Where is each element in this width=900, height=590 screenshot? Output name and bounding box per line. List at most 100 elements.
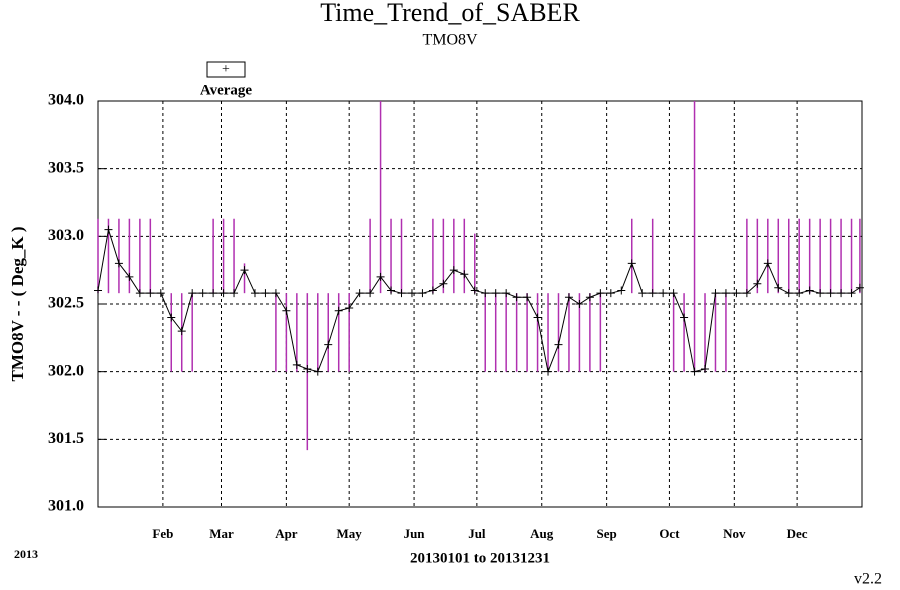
y-tick-label: 303.0 xyxy=(48,227,84,244)
point-marker xyxy=(460,270,469,279)
point-marker xyxy=(240,266,249,275)
point-marker xyxy=(198,289,207,298)
point-marker xyxy=(585,293,594,302)
point-marker xyxy=(544,367,553,376)
point-marker xyxy=(711,289,720,298)
year-label: 2013 xyxy=(14,547,38,561)
y-tick-label: 303.5 xyxy=(48,159,84,176)
point-marker xyxy=(313,367,322,376)
point-marker xyxy=(188,289,197,298)
x-tick-label: Nov xyxy=(723,526,746,541)
y-tick-label: 302.5 xyxy=(48,295,84,312)
point-marker xyxy=(303,364,312,373)
point-marker xyxy=(418,289,427,298)
point-marker xyxy=(177,327,186,336)
x-tick-label: Mar xyxy=(209,526,234,541)
point-marker xyxy=(481,289,490,298)
x-tick-label: Jul xyxy=(468,526,486,541)
point-marker xyxy=(491,289,500,298)
point-marker xyxy=(125,272,134,281)
point-marker xyxy=(533,313,542,322)
legend-box xyxy=(206,61,246,78)
point-marker xyxy=(606,289,615,298)
point-marker xyxy=(805,286,814,295)
point-marker xyxy=(104,225,113,234)
point-marker xyxy=(523,293,532,302)
legend-marker: + xyxy=(222,62,230,77)
point-marker xyxy=(209,289,218,298)
point-marker xyxy=(345,304,354,313)
point-marker xyxy=(502,289,511,298)
point-marker xyxy=(564,293,573,302)
point-marker xyxy=(146,289,155,298)
x-tick-label: Oct xyxy=(659,526,680,541)
point-marker xyxy=(837,289,846,298)
point-marker xyxy=(659,289,668,298)
x-tick-label: Sep xyxy=(597,526,617,541)
point-marker xyxy=(680,313,689,322)
point-marker xyxy=(219,289,228,298)
point-marker xyxy=(575,300,584,308)
point-marker xyxy=(230,289,239,298)
point-marker xyxy=(855,283,864,292)
point-marker xyxy=(669,289,678,298)
point-marker xyxy=(324,340,333,349)
point-marker xyxy=(795,289,804,298)
point-marker xyxy=(701,364,710,373)
point-marker xyxy=(156,289,165,298)
point-marker xyxy=(627,259,636,268)
y-tick-label: 304.0 xyxy=(48,92,84,109)
legend-label: Average xyxy=(200,82,253,98)
chart-subtitle: TMO8V xyxy=(422,32,478,49)
point-marker xyxy=(114,259,123,268)
point-marker xyxy=(250,289,259,298)
x-tick-label: Apr xyxy=(275,526,298,541)
point-marker xyxy=(282,306,291,315)
point-marker xyxy=(439,279,448,288)
point-marker xyxy=(334,306,343,315)
point-marker xyxy=(617,286,626,295)
x-tick-label: Jun xyxy=(404,526,426,541)
y-tick-label: 301.5 xyxy=(48,430,84,447)
point-marker xyxy=(428,286,437,295)
point-marker xyxy=(742,289,751,298)
point-marker xyxy=(774,283,783,292)
point-marker xyxy=(470,286,479,295)
point-marker xyxy=(167,313,176,322)
point-marker xyxy=(407,289,416,298)
point-marker xyxy=(271,289,280,298)
point-marker xyxy=(596,289,605,298)
point-marker xyxy=(94,286,102,295)
point-marker xyxy=(292,360,301,369)
point-marker xyxy=(690,367,699,376)
point-marker xyxy=(753,279,762,288)
point-marker xyxy=(554,340,563,349)
point-marker xyxy=(376,272,385,281)
point-marker xyxy=(847,289,856,298)
chart-title: Time_Trend_of_SABER xyxy=(320,0,580,27)
point-marker xyxy=(638,289,647,298)
point-marker xyxy=(784,289,793,298)
series-line xyxy=(97,229,861,374)
point-marker xyxy=(261,289,270,298)
point-marker xyxy=(732,289,741,298)
point-marker xyxy=(826,289,835,298)
point-marker xyxy=(449,266,458,275)
x-tick-label: Dec xyxy=(787,526,808,541)
y-tick-label: 301.0 xyxy=(48,498,84,515)
point-marker xyxy=(512,293,521,302)
x-tick-label: May xyxy=(337,526,363,541)
version-label: v2.2 xyxy=(854,571,882,588)
y-tick-label: 302.0 xyxy=(48,362,84,379)
point-marker xyxy=(366,289,375,298)
x-tick-label: Feb xyxy=(152,526,173,541)
y-axis-label: TMO8V - - ( Deg_K ) xyxy=(8,226,27,381)
point-marker xyxy=(397,289,406,298)
x-axis-label: 20130101 to 20131231 xyxy=(410,550,550,566)
point-marker xyxy=(648,289,657,298)
point-marker xyxy=(816,289,825,298)
point-marker xyxy=(135,289,144,298)
point-marker xyxy=(355,289,364,298)
x-tick-label: Aug xyxy=(530,526,554,541)
